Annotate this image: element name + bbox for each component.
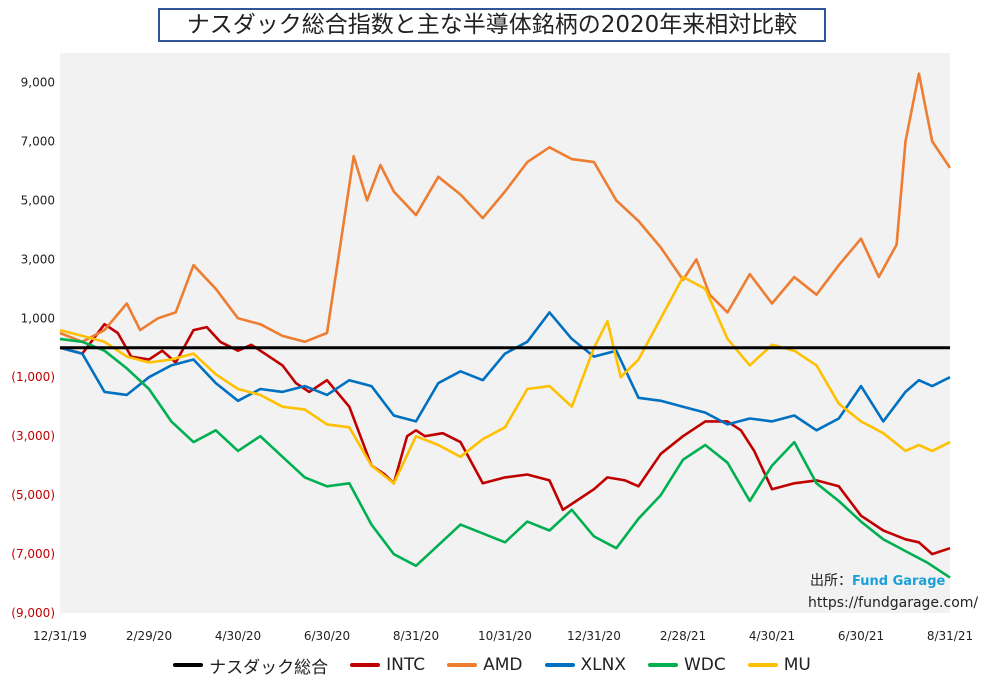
x-tick-label: 8/31/20: [393, 629, 439, 643]
x-tick-label: 4/30/20: [215, 629, 261, 643]
x-tick-label: 6/30/20: [304, 629, 350, 643]
legend-label: ナスダック総合: [209, 657, 329, 678]
source-prefix: 出所：: [810, 573, 852, 589]
x-axis-ticks: 12/31/19 2/29/20 4/30/20 6/30/20 8/31/20 10/3…: [33, 629, 973, 643]
y-tick-label: (3,000): [11, 429, 55, 443]
y-tick-label: 5,000: [21, 193, 55, 207]
legend-item: WDC: [647, 655, 726, 675]
y-tick-label: 3,000: [21, 252, 55, 266]
legend-swatch: [447, 663, 478, 667]
x-tick-label: 2/28/21: [660, 629, 706, 643]
legend-swatch: [350, 663, 381, 667]
legend-item: MU: [747, 655, 811, 675]
y-tick-label: 9,000: [21, 75, 55, 89]
legend-swatch: [647, 663, 678, 667]
y-axis-ticks: 9,000 7,000 5,000 3,000 1,000 (1,000) (3,000) (…: [11, 75, 55, 620]
series-line-MU: [59, 275, 951, 485]
x-tick-label: 6/30/21: [838, 629, 884, 643]
x-tick-label: 8/31/21: [927, 629, 973, 643]
x-tick-label: 12/31/19: [33, 629, 87, 643]
x-tick-label: 2/29/20: [126, 629, 172, 643]
y-tick-label: 7,000: [21, 134, 55, 148]
source-credit: 出所：Fund Garage: [810, 570, 945, 590]
y-tick-label: (1,000): [11, 370, 55, 384]
plot-area: [60, 53, 950, 613]
y-tick-label: (9,000): [11, 606, 55, 620]
legend-item: AMD: [447, 655, 523, 675]
series-line-AMD: [59, 72, 952, 344]
series-line-INTC: [59, 322, 951, 556]
legend-label: MU: [783, 655, 811, 675]
legend-item: ナスダック総合: [173, 653, 328, 678]
x-tick-label: 4/30/21: [749, 629, 795, 643]
x-tick-label: 12/31/20: [567, 629, 621, 643]
legend-swatch: [747, 663, 778, 667]
series-line-WDC: [59, 337, 951, 579]
series-lines: [59, 72, 952, 579]
y-tick-label: (7,000): [11, 547, 55, 561]
legend-label: XLNX: [580, 655, 626, 675]
legend-item: XLNX: [544, 655, 626, 675]
source-name: Fund Garage: [852, 574, 946, 589]
y-tick-label: 1,000: [21, 311, 55, 325]
legend-label: WDC: [683, 655, 726, 675]
x-tick-label: 10/31/20: [478, 629, 532, 643]
legend-label: INTC: [386, 655, 426, 675]
legend: ナスダック総合 INTC AMD XLNX WDC MU: [0, 652, 984, 678]
legend-swatch: [544, 663, 575, 667]
legend-item: INTC: [350, 655, 425, 675]
legend-swatch: [173, 663, 204, 667]
source-url[interactable]: https://fundgarage.com/: [808, 595, 979, 611]
legend-label: AMD: [483, 655, 523, 675]
chart-title: ナスダック総合指数と主な半導体銘柄の2020年来相対比較: [158, 8, 826, 42]
y-tick-label: (5,000): [11, 488, 55, 502]
